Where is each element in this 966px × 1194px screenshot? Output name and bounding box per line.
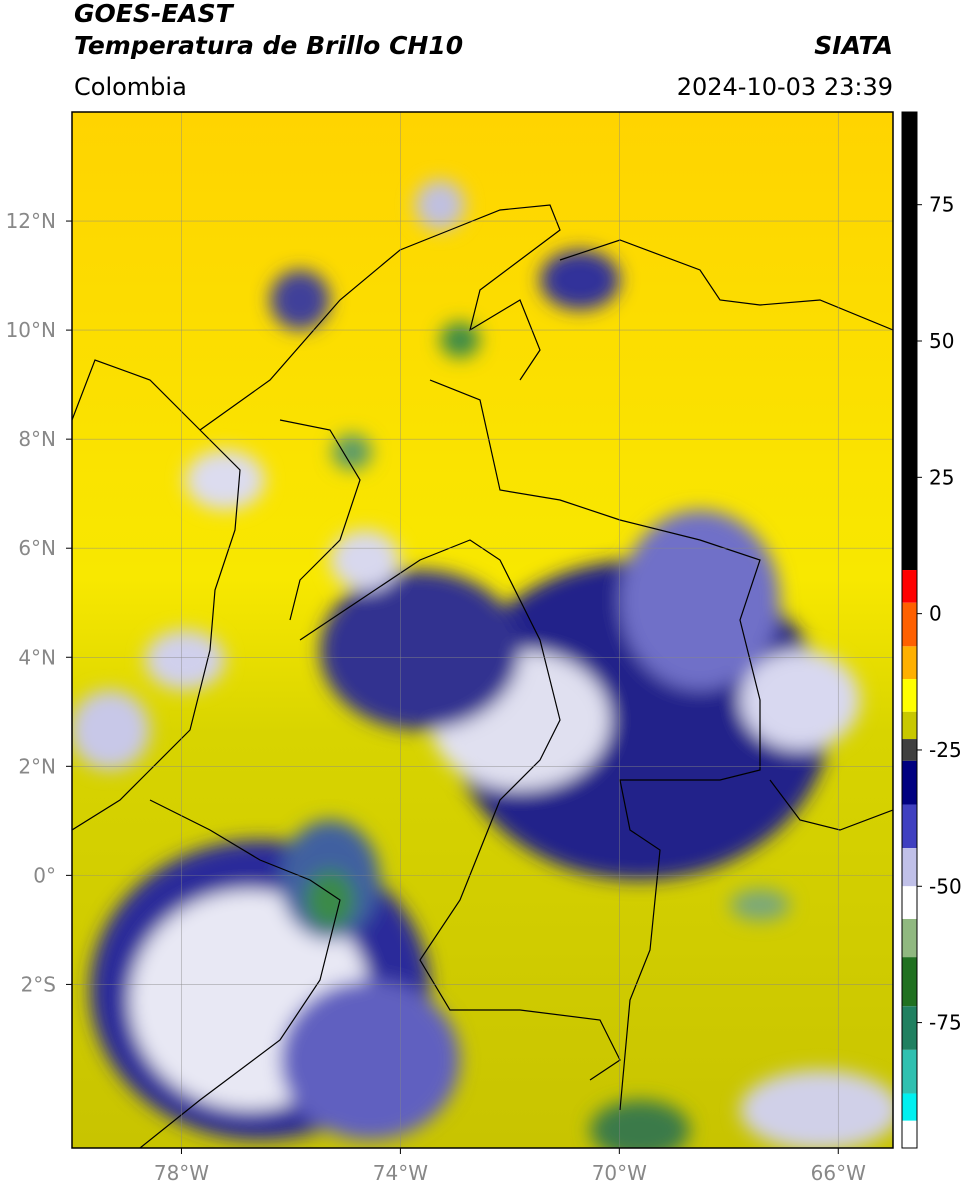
map-frame — [71, 111, 894, 1149]
colorbar-tick-label: -25 — [929, 738, 962, 762]
colorbar-segment — [902, 112, 917, 571]
colorbar-segment — [902, 886, 917, 919]
colorbar-segment — [902, 570, 917, 603]
y-tick-label: 6°N — [18, 536, 56, 560]
colorbar-segment — [902, 1049, 917, 1094]
y-tick-label: 0° — [33, 863, 56, 887]
title: GOES-EAST — [74, 0, 235, 28]
grid: 78°W 74°W 70°W 66°W 12°N 10°N 8°N 6°N 4°N 2°N 0° 2°… — [6, 112, 893, 1185]
colorbar-tick-label: 25 — [929, 465, 954, 489]
y-tick-label: 2°S — [21, 972, 56, 996]
satellite-image — [72, 112, 893, 1148]
colorbar-segment — [902, 679, 917, 712]
colorbar-segment — [902, 739, 917, 761]
colorbar-segment — [902, 711, 917, 740]
region: Colombia — [74, 73, 187, 101]
colorbar-segment — [902, 918, 917, 958]
x-tick-label: 70°W — [592, 1161, 647, 1185]
y-tick-label: 2°N — [18, 754, 56, 778]
colorbar-segment — [902, 1093, 917, 1121]
colorbar-segment — [902, 1006, 917, 1050]
colorbar-segment — [902, 646, 917, 680]
colorbar: 75 50 25 0 -25 -50 -75 — [902, 112, 962, 1148]
colorbar-segment — [902, 1120, 917, 1148]
x-tick-label: 74°W — [373, 1161, 428, 1185]
colorbar-tick-label: 50 — [929, 329, 954, 353]
y-tick-label: 8°N — [18, 427, 56, 451]
y-tick-label: 4°N — [18, 645, 56, 669]
colorbar-segment — [902, 848, 917, 887]
y-tick-label: 12°N — [6, 209, 56, 233]
subtitle: Temperatura de Brillo CH10 — [74, 31, 463, 60]
x-tick-label: 66°W — [811, 1161, 866, 1185]
y-tick-label: 10°N — [6, 318, 56, 342]
source: SIATA — [814, 31, 893, 60]
colorbar-tick-label: -50 — [929, 874, 962, 898]
timestamp: 2024-10-03 23:39 — [677, 73, 893, 101]
colorbar-tick-label: -75 — [929, 1011, 962, 1035]
colorbar-frame — [901, 111, 918, 1149]
colorbar-segment — [902, 957, 917, 1007]
x-tick-label: 78°W — [154, 1161, 209, 1185]
colorbar-tick-label: 75 — [929, 193, 954, 217]
colorbar-segment — [902, 804, 917, 849]
colorbar-tick-label: 0 — [929, 602, 942, 626]
colorbar-segment — [902, 760, 917, 805]
colorbar-segment — [902, 602, 917, 647]
